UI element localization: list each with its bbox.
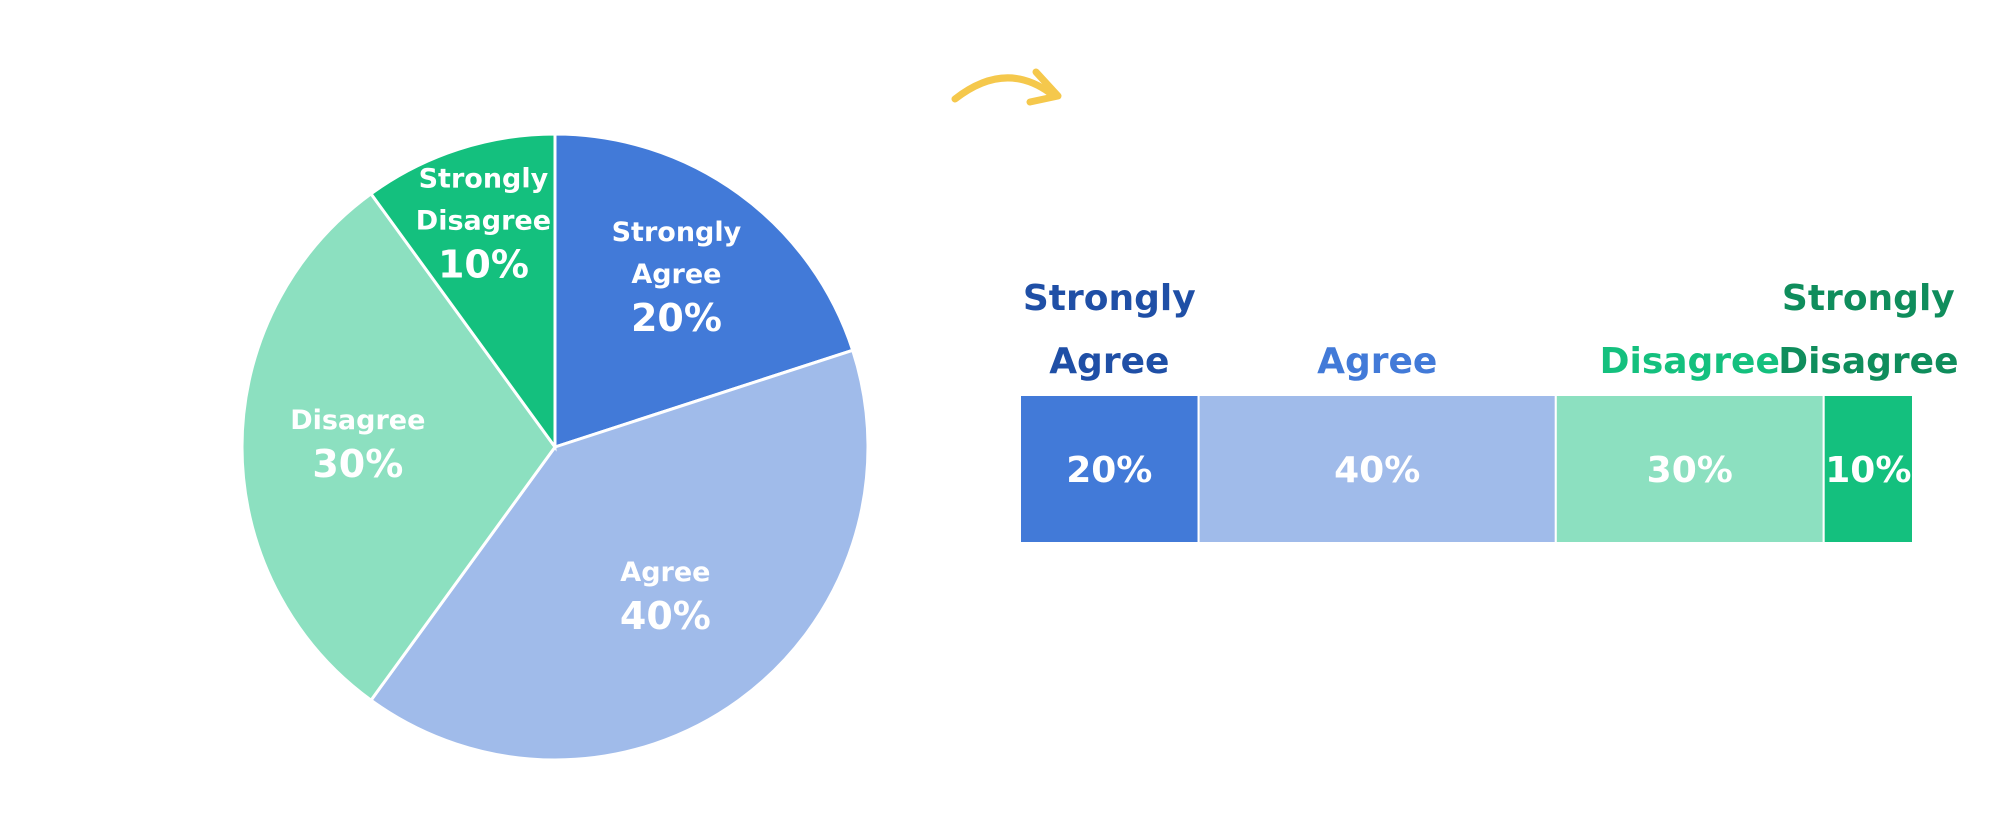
pie-slice-agree xyxy=(368,348,870,762)
pie-slice-strongly-agree xyxy=(553,132,855,450)
bar-label-strongly-disagree-line-2: Disagree xyxy=(1778,341,1958,382)
pie-label-strongly-agree-line-1: Strongly xyxy=(612,217,742,248)
pie-value-strongly-disagree: 10% xyxy=(438,243,529,287)
pie-label-agree: Agree xyxy=(620,557,710,588)
pie-value-agree: 40% xyxy=(620,594,711,638)
bar-segment-agree xyxy=(1197,394,1557,544)
bar-segment-disagree xyxy=(1554,394,1825,544)
bar-label-strongly-agree-line-2: Agree xyxy=(1049,341,1169,382)
bar-label-disagree: Disagree xyxy=(1600,341,1780,382)
pie-slice-disagree xyxy=(240,191,557,703)
pie-label-strongly-agree-line-2: Agree xyxy=(631,259,721,290)
pie-value-disagree: 30% xyxy=(312,442,403,486)
pie-slice-strongly-disagree xyxy=(368,132,557,452)
bar-value-strongly-disagree: 10% xyxy=(1825,450,1911,491)
pie-value-strongly-agree: 20% xyxy=(631,296,722,340)
bar-label-agree: Agree xyxy=(1317,341,1437,382)
pie-label-strongly-disagree-line-2: Disagree xyxy=(416,206,551,237)
bar-value-strongly-agree: 20% xyxy=(1066,450,1152,491)
pie-label-strongly-disagree-line-1: Strongly xyxy=(419,164,549,195)
bar-value-agree: 40% xyxy=(1334,450,1420,491)
bar-segment-strongly-disagree xyxy=(1822,394,1914,544)
pie-label-disagree: Disagree xyxy=(290,405,425,436)
bar-value-disagree: 30% xyxy=(1647,450,1733,491)
bar-label-strongly-disagree-line-1: Strongly xyxy=(1782,278,1955,319)
bar-label-strongly-agree-line-1: Strongly xyxy=(1023,278,1196,319)
bar-segment-strongly-agree xyxy=(1019,394,1200,544)
